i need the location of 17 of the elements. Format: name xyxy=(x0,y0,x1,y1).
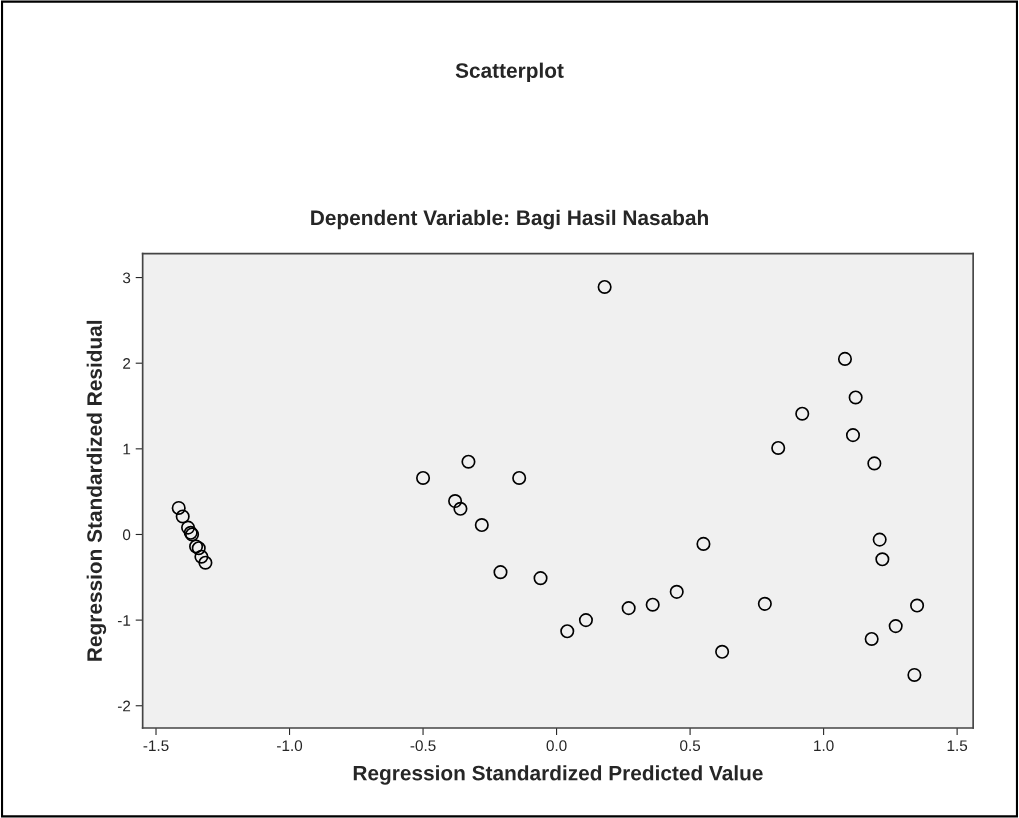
x-tick-label: 1.5 xyxy=(947,740,968,752)
chart-subtitle: Dependent Variable: Bagi Hasil Nasabah xyxy=(311,209,708,230)
y-tick-label: -2 xyxy=(117,700,131,712)
y-tick-label: 1 xyxy=(123,443,131,455)
x-tick-label: -1.5 xyxy=(143,740,169,752)
y-tick-label: 2 xyxy=(123,358,131,369)
y-tick-label: 0 xyxy=(122,529,131,541)
x-tick-label: -1.0 xyxy=(277,740,303,752)
x-tick-label: 1.0 xyxy=(814,740,834,752)
y-tick-label: -1 xyxy=(117,615,131,626)
chart-title: Scatterplot xyxy=(455,62,564,83)
x-tick-label: -0.5 xyxy=(410,740,436,752)
y-axis-title: Regression Standardized Residual xyxy=(86,320,107,661)
x-tick-label: 0.5 xyxy=(680,740,701,752)
x-tick-label: 0.0 xyxy=(546,740,567,752)
x-axis-title: Regression Standardized Predicted Value xyxy=(353,765,763,785)
y-tick-label: 3 xyxy=(122,272,131,284)
